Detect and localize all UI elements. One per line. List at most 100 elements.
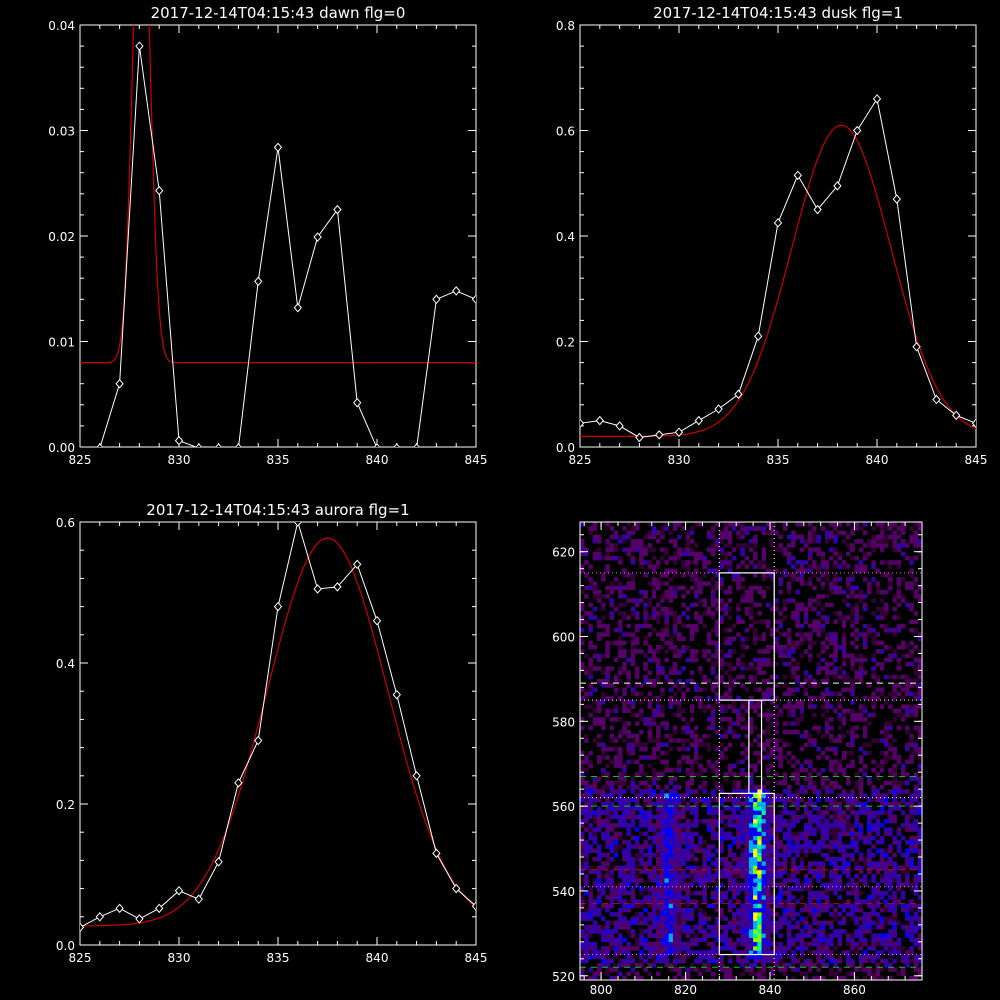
image-pixel	[875, 539, 881, 544]
image-pixel	[846, 551, 851, 557]
image-pixel	[761, 810, 767, 815]
image-pixel	[677, 818, 682, 824]
image-pixel	[618, 912, 623, 917]
image-pixel	[740, 835, 745, 841]
image-pixel	[892, 967, 897, 972]
image-pixel	[782, 801, 788, 807]
image-pixel	[786, 929, 792, 934]
image-pixel	[727, 725, 733, 731]
image-pixel	[668, 611, 674, 616]
image-pixel	[664, 606, 669, 612]
image-pixel	[812, 738, 817, 743]
image-pixel	[613, 814, 619, 820]
data-point	[254, 276, 263, 287]
image-pixel	[727, 899, 733, 904]
image-pixel	[765, 780, 771, 786]
image-pixel	[744, 687, 750, 692]
image-pixel	[605, 674, 610, 680]
image-pixel	[723, 691, 729, 697]
image-pixel	[884, 827, 889, 832]
image-pixel	[854, 585, 859, 591]
image-pixel	[719, 577, 724, 582]
image-pixel	[677, 835, 682, 841]
image-pixel	[765, 912, 771, 917]
image-pixel	[858, 780, 864, 786]
image-pixel	[829, 844, 834, 849]
image-pixel	[761, 941, 767, 947]
image-pixel	[846, 602, 851, 608]
image-pixel	[664, 929, 669, 934]
image-pixel	[694, 687, 699, 692]
image-pixel	[664, 640, 669, 646]
image-pixel	[892, 874, 897, 879]
image-pixel	[740, 577, 745, 582]
image-pixel	[584, 907, 589, 913]
image-pixel	[791, 763, 796, 769]
image-pixel	[892, 615, 897, 620]
image-pixel	[875, 674, 881, 680]
image-pixel	[757, 946, 762, 951]
image-pixel	[672, 594, 678, 599]
image-pixel	[761, 912, 767, 917]
image-pixel	[888, 806, 893, 811]
image-pixel	[740, 912, 745, 917]
image-pixel	[677, 678, 682, 684]
data-point	[793, 170, 802, 181]
image-pixel	[656, 831, 661, 837]
image-pixel	[862, 670, 868, 675]
image-pixel	[647, 899, 653, 904]
image-pixel	[626, 924, 631, 930]
image-pixel	[605, 895, 610, 900]
data-point	[734, 389, 743, 400]
image-pixel	[664, 572, 669, 578]
image-pixel	[871, 827, 876, 832]
image-pixel	[833, 865, 838, 870]
image-pixel	[862, 530, 868, 535]
image-pixel	[723, 861, 729, 866]
image-pixel	[643, 818, 648, 824]
image-pixel	[778, 810, 783, 815]
image-pixel	[867, 543, 872, 548]
image-pixel	[736, 827, 741, 832]
image-pixel	[820, 852, 826, 858]
image-pixel	[744, 852, 750, 858]
image-pixel	[605, 967, 610, 972]
image-pixel	[664, 946, 669, 951]
image-pixel	[601, 950, 606, 955]
image-pixel	[808, 967, 813, 972]
image-pixel	[689, 823, 695, 828]
image-pixel	[888, 734, 893, 739]
image-pixel	[672, 946, 678, 951]
image-pixel	[782, 971, 788, 976]
image-pixel	[592, 941, 598, 947]
image-pixel	[770, 577, 775, 582]
image-pixel	[727, 678, 733, 684]
image-pixel	[816, 933, 821, 938]
image-pixel	[710, 598, 716, 603]
image-pixel	[740, 801, 745, 807]
image-pixel	[689, 602, 695, 608]
image-pixel	[770, 522, 775, 527]
image-pixel	[601, 874, 606, 879]
image-pixel	[833, 907, 838, 913]
image-pixel	[896, 712, 902, 718]
image-pixel	[618, 666, 623, 671]
image-pixel	[770, 835, 775, 841]
image-pixel	[677, 831, 682, 837]
image-pixel	[694, 734, 699, 739]
image-pixel	[643, 560, 648, 565]
image-pixel	[879, 543, 885, 548]
image-pixel	[778, 814, 783, 820]
image-pixel	[786, 907, 792, 913]
image-pixel	[689, 967, 695, 972]
image-pixel	[622, 615, 627, 620]
image-pixel	[812, 874, 817, 879]
image-pixel	[732, 734, 737, 739]
image-pixel	[647, 933, 653, 938]
image-pixel	[715, 695, 720, 701]
image-pixel	[710, 890, 716, 896]
image-pixel	[672, 810, 678, 815]
image-pixel	[770, 793, 775, 798]
image-pixel	[892, 840, 897, 845]
image-pixel	[841, 645, 847, 650]
